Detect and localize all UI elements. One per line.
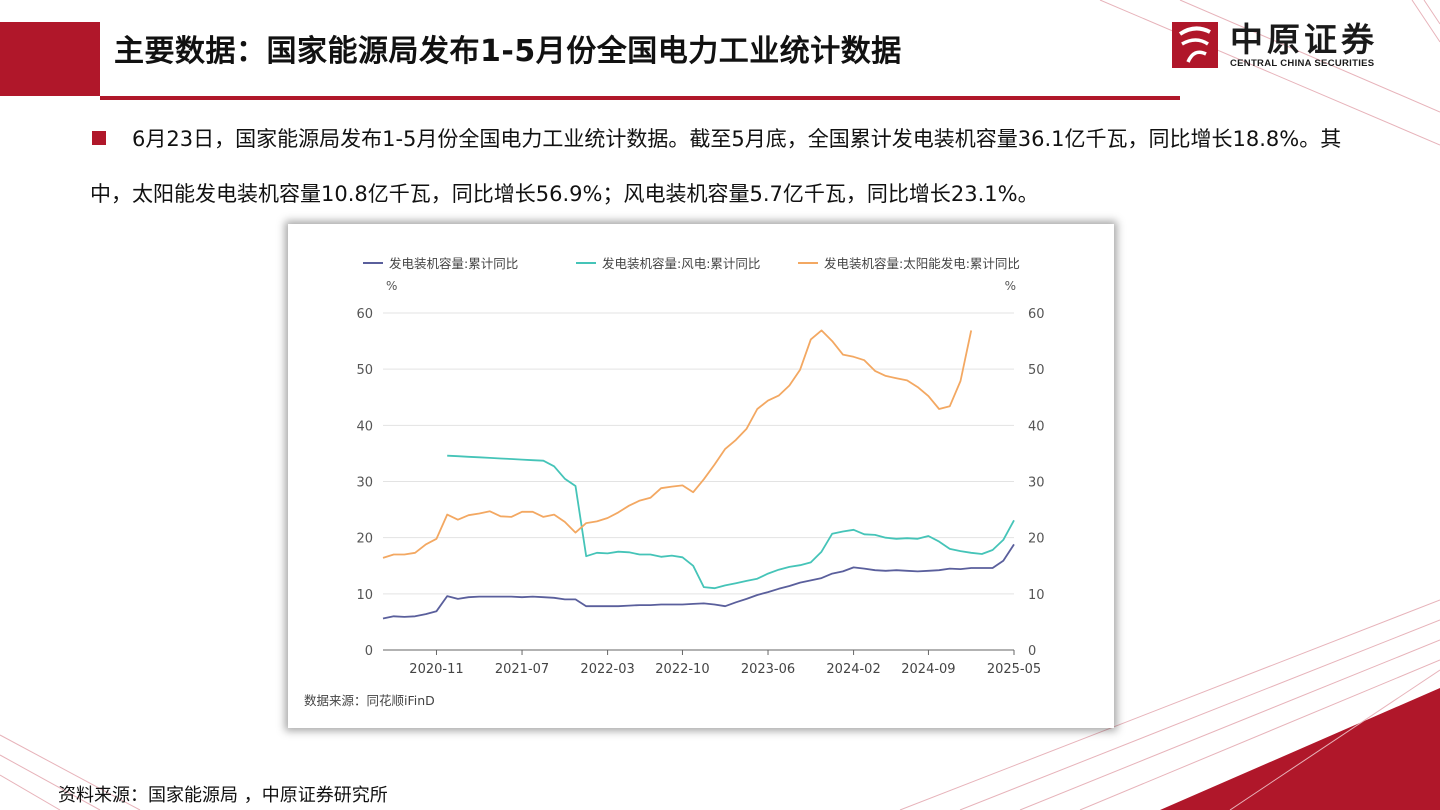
y-tick-label-left: 20 xyxy=(356,532,373,547)
chart-card: 0 0 10 10 20 20 30 30 40 40 50 50 60 60%% 2020-11 2021-… xyxy=(288,224,1114,728)
logo-mark-icon xyxy=(1172,22,1218,68)
legend-label-3: 发电装机容量:太阳能发电:累计同比 xyxy=(824,256,1020,271)
x-tick-label: 2021-07 xyxy=(495,662,549,677)
header-accent-block xyxy=(0,22,100,96)
y-tick-label-right: 50 xyxy=(1028,363,1045,378)
bottom-right-decor-lines xyxy=(899,599,1440,810)
x-tick-label: 2020-11 xyxy=(409,662,463,677)
y-tick-label-right: 40 xyxy=(1028,419,1045,434)
logo-chinese-name: 中原证券 xyxy=(1230,20,1378,59)
summary-text: 6月23日，国家能源局发布1-5月份全国电力工业统计数据。截至5月底，全国累计发… xyxy=(90,127,1342,206)
y-unit-left: % xyxy=(386,279,397,293)
y-tick-label-left: 50 xyxy=(356,363,373,378)
summary-paragraph: 6月23日，国家能源局发布1-5月份全国电力工业统计数据。截至5月底，全国累计发… xyxy=(90,112,1380,222)
y-tick-label-left: 10 xyxy=(356,588,373,603)
line-chart: 0 0 10 10 20 20 30 30 40 40 50 50 60 60% % 2020-11 2021-… xyxy=(304,256,1045,708)
series-line-3 xyxy=(382,329,973,559)
y-tick-label-left: 30 xyxy=(356,476,373,491)
y-tick-label-left: 0 xyxy=(365,644,373,659)
top-right-decor-lines xyxy=(1099,0,1440,146)
bullet-marker-icon xyxy=(92,131,106,145)
legend-label-2: 发电装机容量:风电:累计同比 xyxy=(602,256,760,271)
y-tick-label-left: 40 xyxy=(356,419,373,434)
page-title: 主要数据：国家能源局发布1-5月份全国电力工业统计数据 xyxy=(114,34,902,69)
y-unit-right: % xyxy=(1005,279,1016,293)
logo-english-name: CENTRAL CHINA SECURITIES xyxy=(1230,58,1375,69)
series-line-2 xyxy=(447,454,1015,590)
x-tick-label: 2025-05 xyxy=(987,662,1041,677)
y-tick-label-right: 60 xyxy=(1028,307,1045,322)
x-tick-label: 2022-03 xyxy=(580,662,634,677)
chart-source-note: 数据来源：同花顺iFinD xyxy=(304,693,435,708)
company-logo: 中原证券 CENTRAL CHINA SECURITIES xyxy=(1170,20,1410,72)
bottom-left-decor-lines xyxy=(0,734,141,810)
x-tick-label: 2024-09 xyxy=(901,662,955,677)
bottom-right-red-shape xyxy=(1160,688,1440,810)
header-underline xyxy=(100,22,1180,100)
y-tick-label-right: 20 xyxy=(1028,532,1045,547)
source-footnote: 资料来源：国家能源局 ，中原证券研究所 xyxy=(58,785,388,806)
y-tick-label-right: 30 xyxy=(1028,476,1045,491)
x-tick-label: 2024-02 xyxy=(826,662,880,677)
y-tick-label-right: 0 xyxy=(1028,644,1036,659)
y-tick-label-left: 60 xyxy=(356,307,373,322)
x-tick-label: 2023-06 xyxy=(741,662,795,677)
legend-label-1: 发电装机容量:累计同比 xyxy=(389,256,518,271)
y-tick-label-right: 10 xyxy=(1028,588,1045,603)
series-line-1 xyxy=(382,543,1015,620)
x-tick-label: 2022-10 xyxy=(655,662,709,677)
